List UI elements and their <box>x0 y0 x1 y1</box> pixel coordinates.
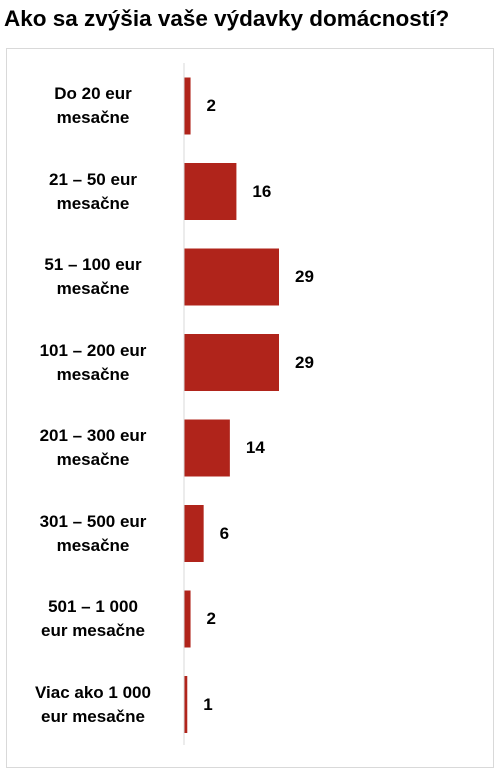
category-label-8: Viac ako 1 000 eur mesačne <box>10 681 176 729</box>
category-label-line: 21 – 50 eur <box>49 169 137 189</box>
bar-3 <box>184 248 279 306</box>
value-label-6: 6 <box>219 523 230 543</box>
category-label-line: mesačne <box>56 108 130 127</box>
category-label-6: 301 – 500 eur mesačne <box>10 510 176 558</box>
bar-2 <box>184 163 237 220</box>
bar-7 <box>184 590 191 648</box>
value-label-3: 29 <box>295 267 314 286</box>
category-label-line: mesačne <box>56 193 130 213</box>
category-label-2: 21 – 50 eur mesačne <box>10 168 176 216</box>
category-label-line: 201 – 300 eur <box>39 426 147 445</box>
category-label-4: 101 – 200 eur mesačne <box>10 339 176 387</box>
bar-5 <box>184 419 230 477</box>
category-label-line: mesačne <box>56 279 130 298</box>
chart-title: Ako sa zvýšia vaše výdavky domácností? <box>4 6 450 31</box>
value-label-1: 2 <box>206 96 217 115</box>
category-label-3: 51 – 100 eur mesačne <box>10 253 176 301</box>
category-label-line: 51 – 100 eur <box>44 255 142 274</box>
category-label-line: mesačne <box>56 450 130 469</box>
value-label-7: 2 <box>206 609 217 628</box>
category-label-line: mesačne <box>56 535 130 555</box>
category-label-line: mesačne <box>56 364 130 384</box>
bar-4 <box>184 334 279 391</box>
bar-8 <box>184 676 188 733</box>
value-label-2: 16 <box>252 181 272 201</box>
chart-frame <box>6 48 494 768</box>
category-label-line: eur mesačne <box>41 706 145 726</box>
bar-1 <box>184 77 191 135</box>
value-label-4: 29 <box>295 352 314 372</box>
category-label-1: Do 20 eur mesačne <box>10 82 176 130</box>
category-label-line: 301 – 500 eur <box>39 511 147 531</box>
category-label-5: 201 – 300 eur mesačne <box>10 424 176 472</box>
category-label-line: eur mesačne <box>41 621 145 640</box>
value-label-8: 1 <box>203 694 213 714</box>
category-label-line: Do 20 eur <box>54 84 132 103</box>
category-label-7: 501 – 1 000 eur mesačne <box>10 595 176 643</box>
category-label-line: 501 – 1 000 <box>48 597 138 616</box>
value-label-5: 14 <box>245 438 265 457</box>
bar-6 <box>184 505 204 562</box>
category-label-line: Viac ako 1 000 <box>35 682 151 702</box>
category-label-line: 101 – 200 eur <box>39 340 147 360</box>
